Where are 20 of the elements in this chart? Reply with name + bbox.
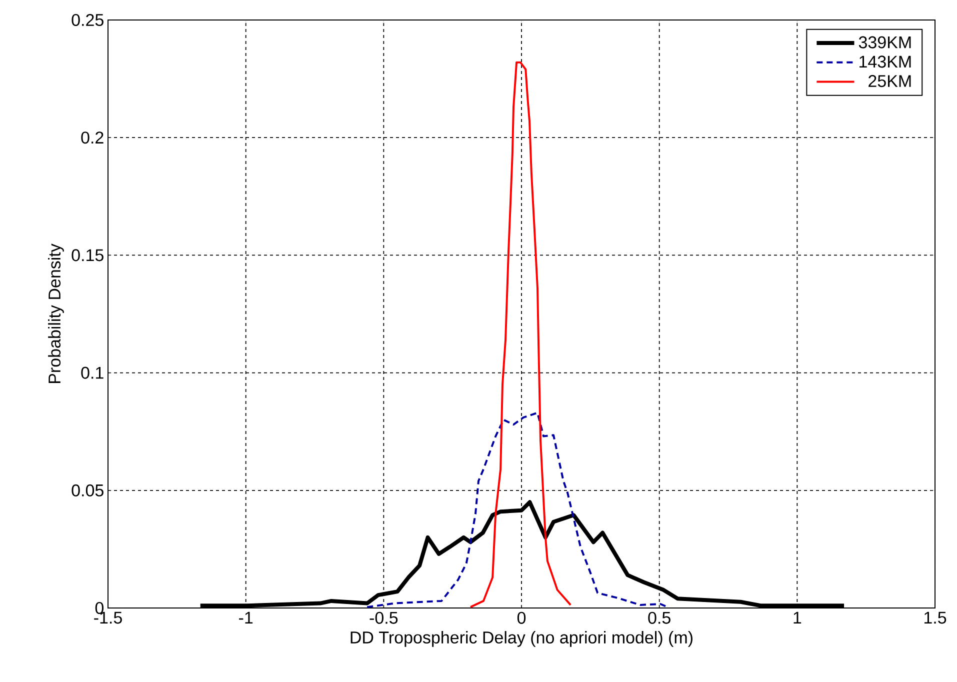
x-tick-label: 1 — [794, 612, 802, 624]
y-tick-label: 0.15 — [72, 249, 104, 262]
line-series — [470, 61, 572, 608]
y-tick-label: 0.25 — [72, 14, 104, 26]
line-series — [366, 412, 669, 608]
x-tick-label: -1.5 — [94, 612, 122, 624]
y-tick-label: 0 — [95, 602, 104, 614]
legend-label: 25KM — [868, 75, 911, 88]
y-tick-label: 0.1 — [81, 366, 104, 379]
y-axis-title: Probability Density — [48, 244, 64, 383]
x-tick-label: 1.5 — [924, 612, 946, 624]
y-tick-label: 0.2 — [81, 132, 104, 144]
x-tick-label: -0.5 — [370, 612, 398, 624]
x-tick-label: 0.5 — [648, 612, 670, 624]
x-tick-label: 0 — [517, 612, 526, 624]
legend-label: 339KM — [858, 36, 911, 48]
legend-label: 143KM — [860, 56, 911, 68]
x-tick-label: -1 — [239, 612, 253, 624]
x-axis-title: DD Tropospheric Delay (no apriori model) (m) — [350, 631, 692, 647]
y-tick-label: 0.05 — [72, 484, 104, 496]
